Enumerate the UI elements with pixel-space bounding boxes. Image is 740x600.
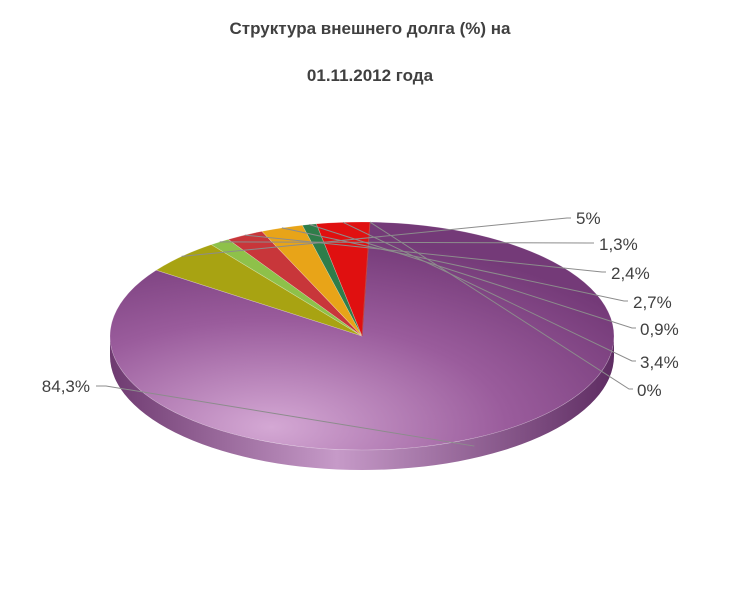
- leader-line-7: [369, 221, 633, 390]
- pie-slice-5: [301, 223, 363, 337]
- chart-title: Структура внешнего долга (%) на: [229, 19, 511, 38]
- slice-label-2: 1,3%: [599, 235, 638, 254]
- pie-slice-7: [361, 222, 371, 337]
- chart-subtitle: 01.11.2012 года: [306, 66, 434, 85]
- pie-slice-side-0: [110, 336, 614, 470]
- slice-label-5: 0,9%: [640, 320, 679, 339]
- slice-label-3: 2,4%: [611, 264, 650, 283]
- slice-label-7: 0%: [637, 381, 662, 400]
- leader-line-1: [181, 217, 571, 257]
- slice-label-0: 84,3%: [42, 377, 90, 396]
- leader-line-5: [309, 224, 636, 329]
- slice-label-6: 3,4%: [640, 353, 679, 372]
- leader-line-0: [96, 385, 475, 447]
- slice-label-1: 5%: [576, 209, 601, 228]
- leader-line-6: [342, 221, 636, 362]
- slice-label-4: 2,7%: [633, 293, 672, 312]
- pie-slice-0: [109, 221, 615, 451]
- leader-line-2: [219, 241, 594, 244]
- leader-line-3: [244, 234, 606, 273]
- pie-slice-2: [210, 239, 363, 337]
